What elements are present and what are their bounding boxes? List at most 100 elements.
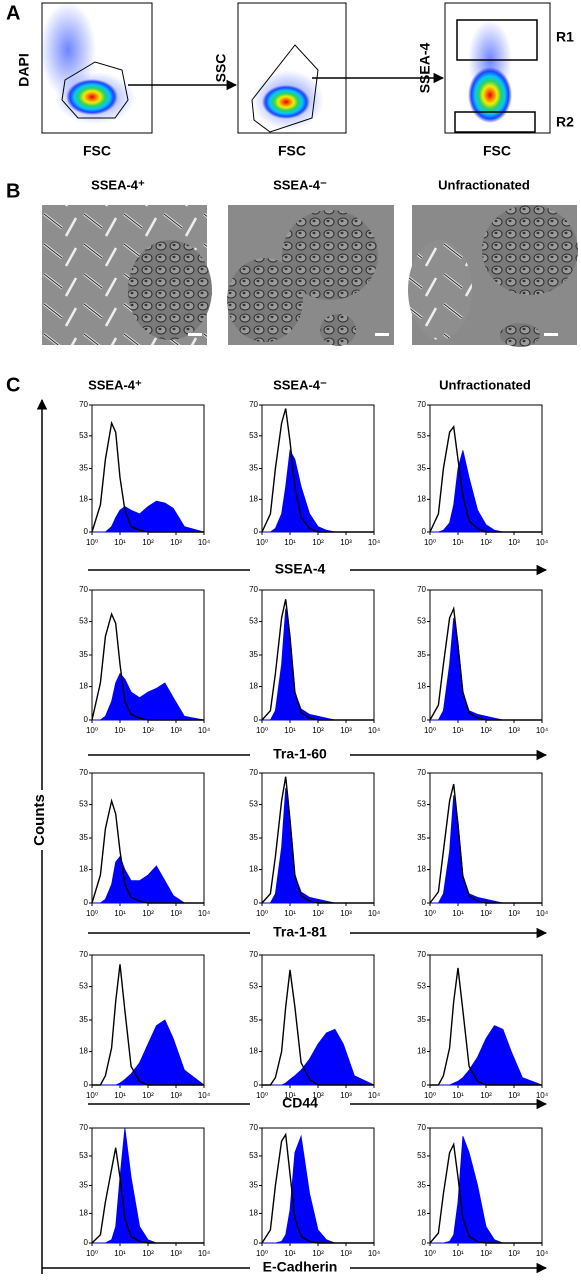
y-tick-label: 53: [417, 800, 426, 809]
column-title: SSEA-4⁻: [273, 377, 327, 392]
plot-frame: [261, 404, 375, 533]
x-tick-label: 10²: [142, 538, 154, 547]
y-tick-label: 70: [417, 768, 426, 777]
x-tick-label: 10⁰: [86, 909, 98, 918]
x-tick-label: 10⁴: [198, 1249, 211, 1258]
x-tick-label: 10³: [508, 726, 520, 735]
control-histogram: [261, 408, 374, 533]
image-title: SSEA-4⁻: [273, 177, 327, 192]
y-tick-label: 70: [417, 1123, 426, 1132]
density-plot: [237, 2, 445, 134]
x-tick-label: 10⁴: [536, 726, 549, 735]
y-tick-label: 0: [254, 715, 259, 724]
y-tick-label: 35: [417, 1015, 426, 1024]
axis-label: SSC: [213, 54, 229, 83]
axis-label: SSEA-4: [417, 43, 433, 94]
control-histogram: [429, 425, 542, 533]
y-tick-label: 70: [249, 585, 258, 594]
x-tick-label: 10¹: [452, 1091, 464, 1100]
y-tick-label: 35: [79, 464, 88, 473]
stained-histogram: [92, 500, 205, 533]
control-histogram: [91, 798, 204, 904]
panel-letter: A: [6, 2, 20, 24]
control-histogram: [261, 599, 374, 721]
x-tick-label: 10²: [312, 538, 324, 547]
x-tick-label: 10¹: [114, 1249, 126, 1258]
y-tick-label: 35: [249, 650, 258, 659]
x-tick-label: 10¹: [114, 909, 126, 918]
y-tick-label: 18: [417, 682, 426, 691]
x-tick-label: 10²: [480, 1249, 492, 1258]
y-tick-label: 18: [79, 682, 88, 691]
y-tick-label: 18: [249, 494, 258, 503]
control-histogram: [91, 420, 204, 533]
x-tick-label: 10⁴: [536, 538, 549, 547]
y-tick-label: 53: [417, 617, 426, 626]
y-tick-label: 18: [417, 1209, 426, 1218]
y-tick-label: 70: [417, 400, 426, 409]
y-tick-label: 70: [79, 768, 88, 777]
x-tick-label: 10⁰: [86, 1091, 98, 1100]
axis-label: Tra-1-81: [273, 924, 327, 940]
y-tick-label: 0: [422, 1238, 427, 1247]
x-tick-label: 10²: [480, 1091, 492, 1100]
panel-letter: B: [6, 180, 20, 202]
y-tick-label: 70: [249, 768, 258, 777]
control-histogram: [261, 1132, 374, 1244]
x-tick-label: 10¹: [114, 1091, 126, 1100]
x-tick-label: 10³: [340, 538, 352, 547]
x-tick-label: 10²: [142, 726, 154, 735]
x-tick-label: 10⁰: [256, 1091, 268, 1100]
control-histogram: [429, 605, 542, 721]
y-tick-label: 18: [79, 865, 88, 874]
x-tick-label: 10⁴: [198, 726, 211, 735]
y-tick-label: 18: [79, 1209, 88, 1218]
plot-frame: [429, 404, 543, 533]
stained-histogram: [430, 1025, 543, 1086]
x-tick-label: 10³: [508, 1249, 520, 1258]
axis-label: Tra-1-60: [273, 746, 327, 762]
x-tick-label: 10⁰: [86, 1249, 98, 1258]
y-tick-label: 35: [417, 1181, 426, 1190]
y-tick-label: 70: [417, 950, 426, 959]
y-tick-label: 35: [249, 1181, 258, 1190]
x-tick-label: 10³: [340, 726, 352, 735]
control-histogram: [430, 967, 542, 1086]
x-tick-label: 10³: [340, 1091, 352, 1100]
x-tick-label: 10⁰: [424, 1249, 436, 1258]
x-tick-label: 10³: [170, 538, 182, 547]
y-tick-label: 35: [79, 1181, 88, 1190]
stained-histogram: [92, 855, 204, 904]
axis-label: SSEA-4: [275, 561, 326, 577]
y-tick-label: 70: [249, 400, 258, 409]
control-histogram: [261, 776, 374, 904]
y-tick-label: 0: [84, 1238, 89, 1247]
x-tick-label: 10⁴: [368, 538, 381, 547]
x-tick-label: 10¹: [284, 909, 296, 918]
y-tick-label: 53: [249, 800, 258, 809]
y-tick-label: 35: [417, 464, 426, 473]
x-tick-label: 10¹: [452, 1249, 464, 1258]
axis-label: E-Cadherin: [263, 1259, 338, 1275]
x-tick-label: 10⁰: [424, 726, 436, 735]
x-tick-label: 10¹: [284, 1091, 296, 1100]
x-tick-label: 10³: [170, 1249, 182, 1258]
x-tick-label: 10¹: [114, 726, 126, 735]
y-tick-label: 53: [79, 1151, 88, 1160]
column-title: Unfractionated: [439, 377, 531, 392]
x-tick-label: 10²: [480, 909, 492, 918]
x-tick-label: 10²: [142, 1091, 154, 1100]
stained-histogram: [262, 1028, 375, 1086]
y-tick-label: 35: [249, 833, 258, 842]
y-tick-label: 35: [79, 1015, 88, 1024]
x-tick-label: 10²: [312, 1091, 324, 1100]
y-tick-label: 35: [79, 833, 88, 842]
x-tick-label: 10²: [142, 1249, 154, 1258]
x-tick-label: 10⁴: [198, 909, 211, 918]
x-tick-label: 10¹: [284, 538, 296, 547]
plot-frame: [91, 1127, 205, 1244]
x-tick-label: 10²: [480, 538, 492, 547]
control-histogram: [429, 783, 542, 904]
y-tick-label: 0: [254, 1080, 259, 1089]
